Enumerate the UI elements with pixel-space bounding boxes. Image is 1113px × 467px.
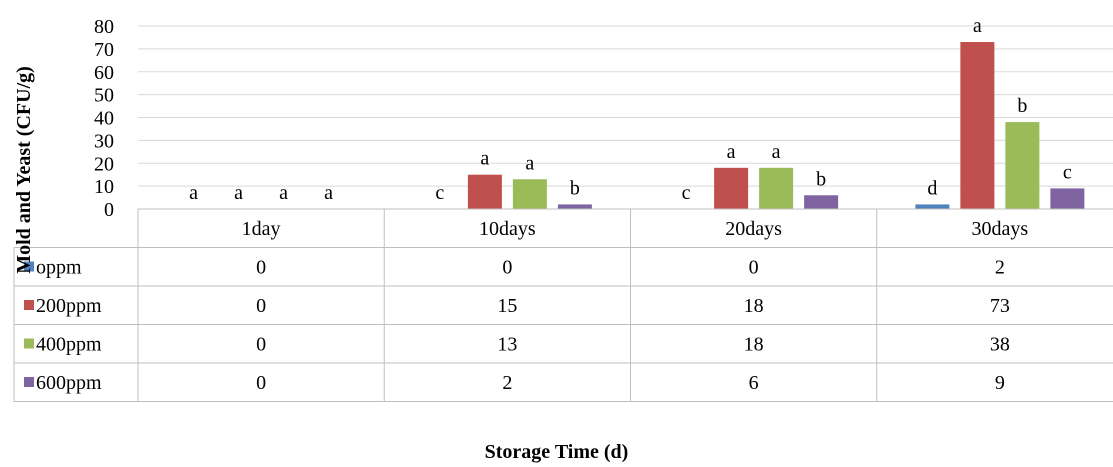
y-tick-label: 30 [94, 130, 114, 152]
table-cell-value: 0 [256, 295, 266, 317]
table-cell-value: 73 [990, 295, 1010, 317]
significance-letter: a [727, 141, 736, 163]
data-table: 1day 10days 20days 30days oppm 0 0 0 2 200ppm 0 15 1… [13, 208, 1113, 402]
table-cell-value: 0 [256, 257, 266, 279]
bars [467, 42, 1085, 210]
significance-letter: b [570, 177, 580, 199]
significance-letter: a [772, 141, 781, 163]
table-cell-value: 9 [995, 372, 1005, 394]
y-axis-label: Mold and Yeast (CFU/g) [13, 66, 35, 274]
legend-swatch [24, 261, 34, 272]
bar [915, 204, 950, 209]
y-tick-label: 20 [94, 153, 114, 175]
y-tick-label: 0 [104, 199, 114, 221]
bar [759, 167, 794, 209]
significance-letter: a [973, 15, 982, 37]
table-cell-value: 6 [749, 372, 759, 394]
significance-letter: b [1017, 95, 1027, 117]
significance-letter: d [927, 177, 937, 199]
significance-letter: c [1063, 161, 1072, 183]
bar [714, 167, 749, 209]
significance-letter: a [279, 182, 288, 204]
y-tick-label: 60 [94, 62, 114, 84]
significance-letter: a [480, 148, 489, 170]
legend-label: oppm [36, 257, 82, 279]
significance-letter: c [682, 182, 691, 204]
significance-letter: a [324, 182, 333, 204]
significance-letter: b [816, 168, 826, 190]
bar [804, 195, 839, 209]
significance-letters: a a a a c a a b c a a b d a b c [189, 15, 1072, 204]
gridlines [138, 25, 1113, 210]
x-tick-label: 1day [242, 218, 281, 240]
significance-letter: c [435, 182, 444, 204]
y-tick-label: 70 [94, 39, 114, 61]
bar [1050, 188, 1085, 209]
x-tick-label: 20days [725, 218, 782, 240]
table-cell-value: 2 [502, 372, 512, 394]
bar [512, 179, 547, 209]
bar [467, 174, 502, 209]
bar [557, 204, 592, 209]
table-cell-value: 0 [256, 372, 266, 394]
y-tick-label: 50 [94, 85, 114, 107]
bar [1005, 122, 1040, 209]
significance-letter: a [525, 152, 534, 174]
table-cell-value: 38 [990, 334, 1010, 356]
y-tick-label: 10 [94, 176, 114, 198]
y-axis-label-wrap: Mold and Yeast (CFU/g) [13, 66, 35, 274]
legend-label: 600ppm [36, 372, 102, 394]
table-cell-value: 2 [995, 257, 1005, 279]
y-tick-label: 80 [94, 16, 114, 38]
x-tick-label: 30days [972, 218, 1029, 240]
table-cell-value: 15 [497, 295, 517, 317]
legend-swatch [24, 377, 34, 387]
table-cell-value: 0 [749, 257, 759, 279]
y-tick-label: 40 [94, 108, 114, 130]
table-cell-value: 0 [502, 257, 512, 279]
legend-label: 200ppm [36, 295, 102, 317]
bar [960, 42, 995, 210]
x-tick-label: 10days [479, 218, 536, 240]
significance-letter: a [189, 182, 198, 204]
x-axis-label: Storage Time (d) [484, 441, 629, 463]
table-cell-value: 18 [744, 334, 764, 356]
table-cell-value: 13 [497, 334, 517, 356]
table-cell-value: 0 [256, 334, 266, 356]
legend-swatch [24, 338, 34, 349]
legend-swatch [24, 300, 34, 310]
table-cell-value: 18 [744, 295, 764, 317]
legend-label: 400ppm [36, 334, 102, 356]
significance-letter: a [234, 182, 243, 204]
